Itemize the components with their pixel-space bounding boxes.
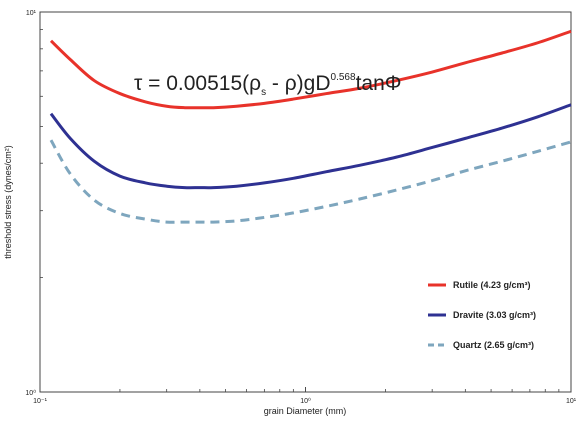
series-line-1 — [49, 103, 572, 190]
equation-subscript: s — [261, 87, 266, 98]
legend: Rutile (4.23 g/cm³) Dravite (3.03 g/cm³) Q… — [428, 280, 536, 350]
plot-frame — [39, 11, 572, 393]
equation-prefix: τ = 0.00515(ρ — [134, 72, 261, 95]
equation-superscript: 0.568 — [331, 72, 356, 83]
series-line-0 — [49, 29, 572, 110]
series-layer — [49, 29, 572, 224]
series-line-2 — [49, 139, 572, 224]
y-tick-label-1: 10¹ — [26, 10, 37, 17]
x-tick-label-2: 10¹ — [566, 398, 576, 405]
legend-label-0: Rutile (4.23 g/cm³) — [453, 280, 531, 290]
equation-middle: - ρ)gD — [266, 72, 330, 95]
x-tick-label-1: 10⁰ — [300, 397, 311, 405]
x-tick-label-0: 10⁻¹ — [33, 398, 47, 405]
y-tick-label-0: 10⁰ — [25, 389, 36, 397]
x-axis-label: grain Diameter (mm) — [264, 406, 347, 416]
equation-suffix: tanΦ — [356, 72, 402, 95]
legend-label-2: Quartz (2.65 g/cm³) — [453, 340, 534, 350]
y-axis-label: threshold stress (dynes/cm²) — [3, 145, 13, 259]
legend-label-1: Dravite (3.03 g/cm³) — [453, 310, 536, 320]
equation-annotation: τ = 0.00515(ρs - ρ)gD0.568tanΦ — [134, 72, 402, 98]
